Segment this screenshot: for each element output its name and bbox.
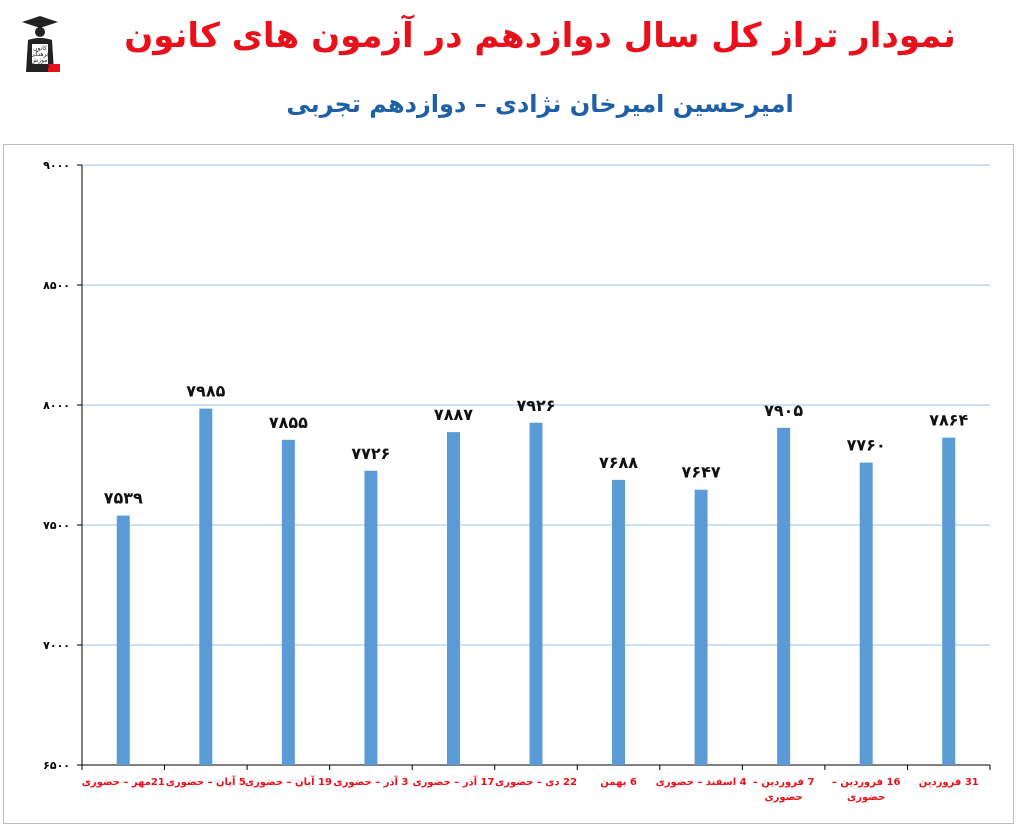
x-tick-label: 21مهر – حضوری <box>82 777 165 788</box>
data-label: ۷۸۶۴ <box>929 411 968 430</box>
logo-text-line: فرهنگی <box>30 50 50 58</box>
y-tick-label: ۸۵۰۰ <box>43 279 70 292</box>
x-tick-label: 17 آذر – حضوری <box>412 775 494 788</box>
data-label: ۷۹۰۵ <box>764 401 803 420</box>
data-label: ۷۷۶۰ <box>847 436 886 455</box>
x-tick-label: 5 آبان – حضوری <box>166 775 246 788</box>
data-label: ۷۹۲۶ <box>516 396 555 415</box>
x-tick-label: 31 فروردین <box>919 777 979 788</box>
bar <box>116 515 130 765</box>
x-tick-label: 4 اسفند – حضوری <box>656 777 747 788</box>
bar <box>777 427 791 765</box>
data-label: ۷۶۴۷ <box>682 463 721 482</box>
chart-frame <box>3 144 1014 824</box>
x-tick-label: 6 بهمن <box>600 777 637 788</box>
bar <box>859 462 873 765</box>
graduate-figure-icon <box>22 16 60 72</box>
x-tick-label: 16 فروردین – حضوری <box>832 777 901 803</box>
bar <box>364 470 378 765</box>
chart-title: نمودار تراز کل سال دوازدهم در آزمون های … <box>124 16 956 56</box>
x-tick-label: 3 آذر – حضوری <box>333 775 408 788</box>
y-tick-label: ۷۰۰۰ <box>43 639 70 652</box>
y-tick-label: ۹۰۰۰ <box>43 159 70 172</box>
bar <box>694 489 708 765</box>
y-tick-label: ۷۵۰۰ <box>43 519 70 532</box>
data-label: ۷۵۳۹ <box>104 489 143 508</box>
x-tick-label: 19 آبان – حضوری <box>245 775 332 788</box>
data-label: ۷۷۲۶ <box>351 444 390 463</box>
bar <box>199 408 213 765</box>
x-tick-label: 22 دی – حضوری <box>495 777 577 788</box>
data-label: ۷۶۸۸ <box>599 453 638 472</box>
y-tick-label: ۸۰۰۰ <box>43 399 70 412</box>
logo-text-line: کانون <box>33 45 47 52</box>
bar <box>942 437 956 765</box>
bar <box>446 432 460 765</box>
data-label: ۷۸۵۵ <box>269 413 308 432</box>
data-label: ۷۸۸۷ <box>434 405 473 424</box>
logo-text-line: آموزش <box>31 55 50 64</box>
bar <box>529 422 543 765</box>
chart-subtitle: امیرحسین امیرخان نژادی – دوازدهم تجربی <box>286 90 794 118</box>
data-label: ۷۹۸۵ <box>186 382 225 401</box>
x-tick-label: 7 فروردین – حضوری <box>753 777 815 803</box>
bar <box>612 479 626 765</box>
logo-text-line: قلم چی <box>30 63 50 70</box>
y-tick-label: ۶۵۰۰ <box>43 759 70 772</box>
bar <box>281 439 295 765</box>
